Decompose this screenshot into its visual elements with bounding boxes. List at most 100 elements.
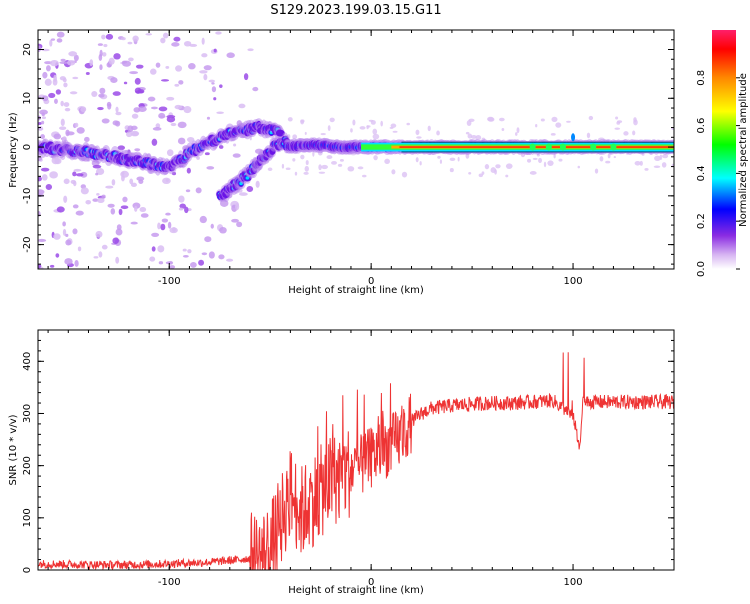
- noise-blob: [359, 126, 366, 130]
- noise-blob: [555, 122, 562, 128]
- noise-blob: [551, 116, 558, 122]
- noise-blob: [98, 53, 103, 61]
- noise-blob: [67, 59, 76, 66]
- noise-blob: [607, 153, 611, 159]
- colorbar-tick-label: 0.6: [696, 118, 707, 134]
- noise-blob: [60, 58, 66, 62]
- noise-blob: [56, 31, 65, 38]
- noise-blob: [211, 86, 217, 93]
- noise-blob: [331, 160, 337, 165]
- noise-blob: [112, 120, 119, 126]
- noise-blob: [391, 169, 396, 175]
- noise-blob: [95, 230, 103, 238]
- noise-blob: [183, 105, 192, 114]
- noise-blob: [76, 127, 85, 134]
- noise-blob: [122, 60, 132, 67]
- noise-blob: [183, 40, 192, 47]
- noise-blob: [189, 43, 198, 47]
- noise-blob: [60, 118, 65, 127]
- noise-blob: [98, 93, 105, 98]
- noise-blob: [65, 233, 69, 238]
- noise-blob: [213, 48, 217, 53]
- colorbar-tick-label: 0.4: [696, 165, 707, 181]
- noise-blob: [634, 160, 641, 166]
- noise-blob: [54, 98, 58, 104]
- noise-blob: [160, 79, 170, 82]
- noise-blob: [66, 131, 75, 136]
- noise-blob: [123, 81, 128, 85]
- noise-blob: [516, 127, 520, 134]
- noise-blob: [165, 261, 174, 265]
- noise-blob: [505, 163, 513, 169]
- noise-blob: [103, 43, 108, 48]
- noise-blob: [55, 253, 60, 258]
- colorbar-tick-label: 0.2: [696, 213, 707, 229]
- noise-blob: [147, 96, 156, 102]
- noise-blob: [318, 164, 322, 171]
- x-tick-label: 100: [564, 577, 583, 588]
- noise-blob: [91, 90, 98, 98]
- noise-blob: [130, 130, 140, 137]
- noise-blob: [73, 54, 79, 62]
- noise-blob: [305, 160, 309, 166]
- noise-blob: [149, 256, 156, 262]
- noise-blob: [203, 73, 208, 81]
- noise-blob: [56, 38, 63, 43]
- noise-blob: [106, 101, 112, 107]
- noise-blob: [72, 204, 79, 209]
- noise-blob: [151, 232, 160, 237]
- noise-blob: [615, 116, 619, 120]
- noise-blob: [203, 65, 212, 71]
- noise-blob: [63, 195, 68, 203]
- noise-blob: [52, 78, 58, 86]
- noise-blob: [437, 155, 441, 159]
- noise-blob: [152, 127, 162, 131]
- carrier-notch: [545, 143, 552, 151]
- noise-blob: [134, 205, 138, 212]
- noise-blob: [69, 91, 78, 95]
- noise-blob: [285, 167, 291, 171]
- noise-blob: [352, 119, 356, 126]
- noise-blob: [535, 124, 538, 128]
- snr-panel: -100 0 100 0 100 200 300 400 Height of straight…: [8, 329, 675, 596]
- noise-blob: [70, 179, 76, 184]
- noise-blob: [566, 120, 571, 123]
- noise-blob: [162, 177, 171, 185]
- noise-blob: [84, 136, 90, 142]
- noise-blob: [401, 171, 408, 178]
- noise-blob: [166, 96, 175, 101]
- noise-blob: [538, 157, 543, 164]
- y-tick-label: 10: [22, 92, 33, 105]
- noise-blob: [211, 82, 215, 85]
- noise-blob: [236, 221, 243, 228]
- noise-blob: [232, 153, 241, 158]
- noise-blob: [102, 52, 107, 57]
- noise-blob: [470, 135, 477, 139]
- noise-blob: [80, 187, 89, 195]
- noise-blob: [419, 161, 422, 166]
- noise-blob: [201, 53, 208, 58]
- noise-blob: [185, 189, 191, 193]
- noise-blob: [216, 111, 224, 114]
- noise-blob: [157, 245, 165, 253]
- noise-blob: [357, 166, 364, 170]
- noise-blob: [48, 92, 56, 99]
- noise-blob: [80, 107, 87, 113]
- y-tick-label: 20: [22, 43, 33, 56]
- noise-blob: [155, 123, 161, 129]
- noise-blob: [38, 189, 45, 195]
- noise-blob: [644, 167, 649, 171]
- noise-blob: [515, 132, 518, 136]
- x-tick-label: -100: [158, 276, 181, 287]
- noise-blob: [292, 158, 296, 162]
- noise-blob: [151, 138, 158, 146]
- noise-blob: [95, 172, 99, 176]
- noise-blob: [73, 168, 82, 172]
- noise-blob: [175, 65, 183, 72]
- noise-blob: [50, 38, 56, 41]
- noise-blob: [62, 77, 67, 83]
- noise-blob: [177, 121, 187, 129]
- noise-blob: [97, 197, 105, 204]
- noise-blob: [184, 206, 189, 214]
